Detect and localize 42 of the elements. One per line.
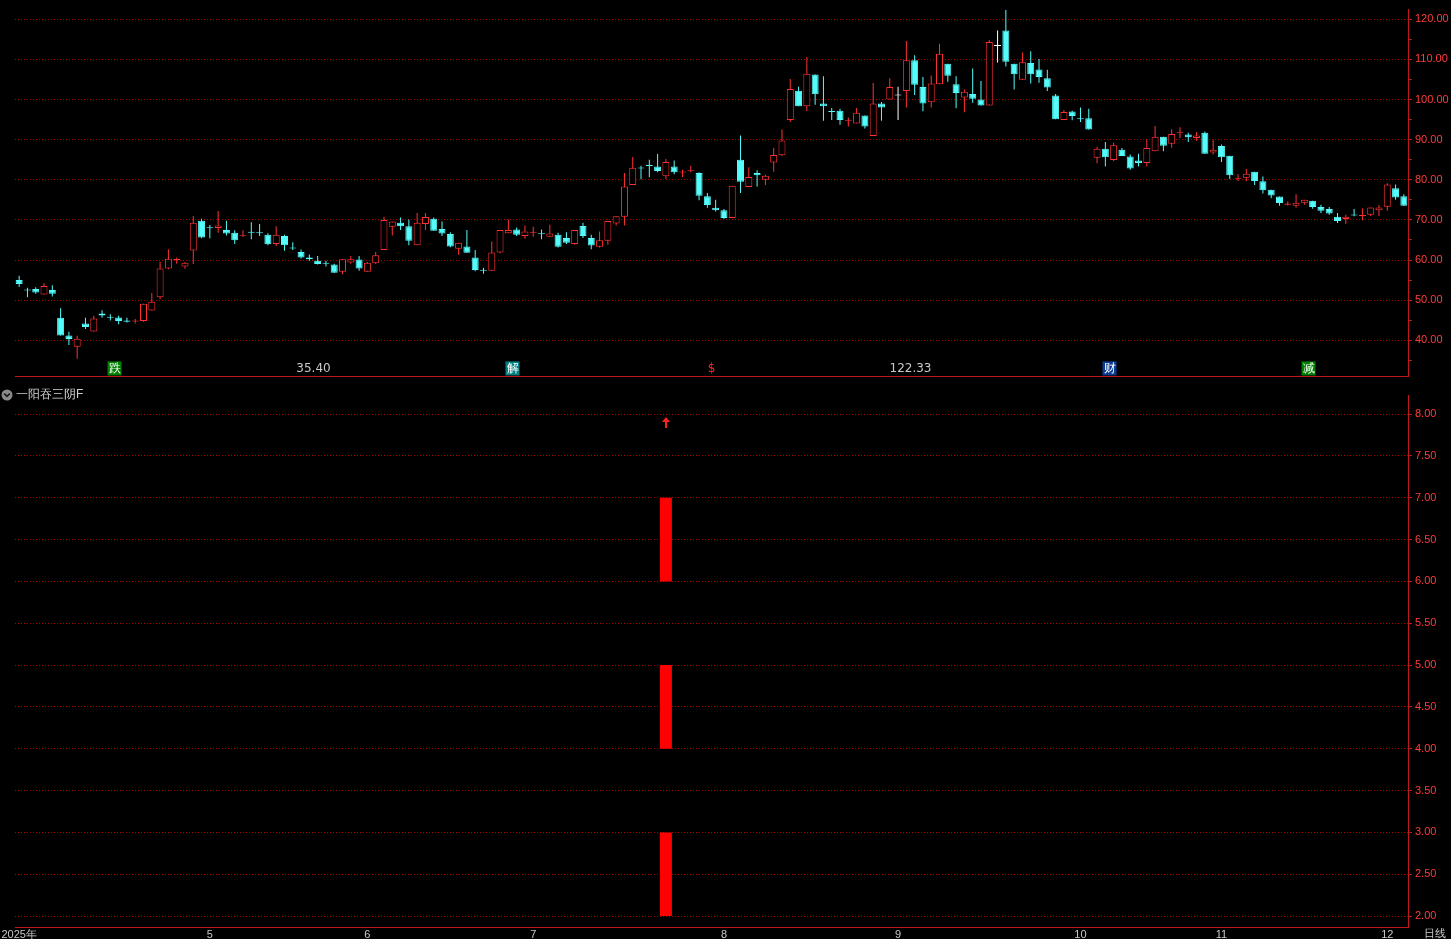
y-tick-label: 2.00 [1415, 909, 1437, 922]
y-tick-label: 120.00 [1415, 12, 1449, 25]
y-tick-label: 6.00 [1415, 574, 1437, 587]
x-tick-label: 7 [530, 927, 537, 939]
x-tick-label: 5 [206, 927, 213, 939]
x-tick-label: 2025年 [1, 927, 37, 939]
y-tick-label: 3.00 [1415, 825, 1437, 838]
y-tick-label: 50.00 [1415, 293, 1443, 306]
y-tick-label: 4.00 [1415, 741, 1437, 754]
y-tick-label: 100.00 [1415, 92, 1449, 105]
y-tick-label: 90.00 [1415, 132, 1443, 145]
x-tick-label: 11 [1215, 927, 1228, 939]
x-tick-label: 12 [1381, 927, 1394, 939]
y-tick-label: 8.00 [1415, 407, 1437, 420]
y-tick-label: 6.50 [1415, 532, 1437, 545]
annotation: 跌 [108, 361, 121, 376]
y-tick-label: 5.50 [1415, 616, 1437, 629]
x-tick-label: 9 [895, 927, 902, 939]
x-tick-label: 6 [364, 927, 371, 939]
text: 日线 [1424, 927, 1446, 939]
candlestick [1358, 208, 1366, 221]
y-tick-label: 60.00 [1415, 253, 1443, 266]
x-tick-label: 10 [1074, 927, 1087, 939]
candlestick [994, 30, 1002, 63]
annotation: 35.40 [296, 361, 331, 376]
y-tick-label: 2.50 [1415, 867, 1437, 880]
x-tick-label: 8 [720, 927, 727, 939]
y-tick-label: 7.50 [1415, 448, 1437, 461]
annotation: 减 [1302, 361, 1315, 376]
y-tick-label: 40.00 [1415, 333, 1443, 346]
y-tick-label: 70.00 [1415, 212, 1443, 225]
y-tick-label: 3.50 [1415, 783, 1437, 796]
y-tick-label: 80.00 [1415, 172, 1443, 185]
y-tick-label: 4.50 [1415, 699, 1437, 712]
chart-title: 一阳吞三阴F [16, 387, 84, 401]
y-tick-label: 5.00 [1415, 658, 1437, 671]
annotation: $ [707, 361, 716, 376]
annotation: 122.33 [889, 361, 932, 376]
annotation: 财 [1103, 361, 1116, 376]
annotation: 解 [506, 361, 519, 376]
y-tick-label: 110.00 [1415, 52, 1448, 65]
y-tick-label: 7.00 [1415, 490, 1437, 503]
